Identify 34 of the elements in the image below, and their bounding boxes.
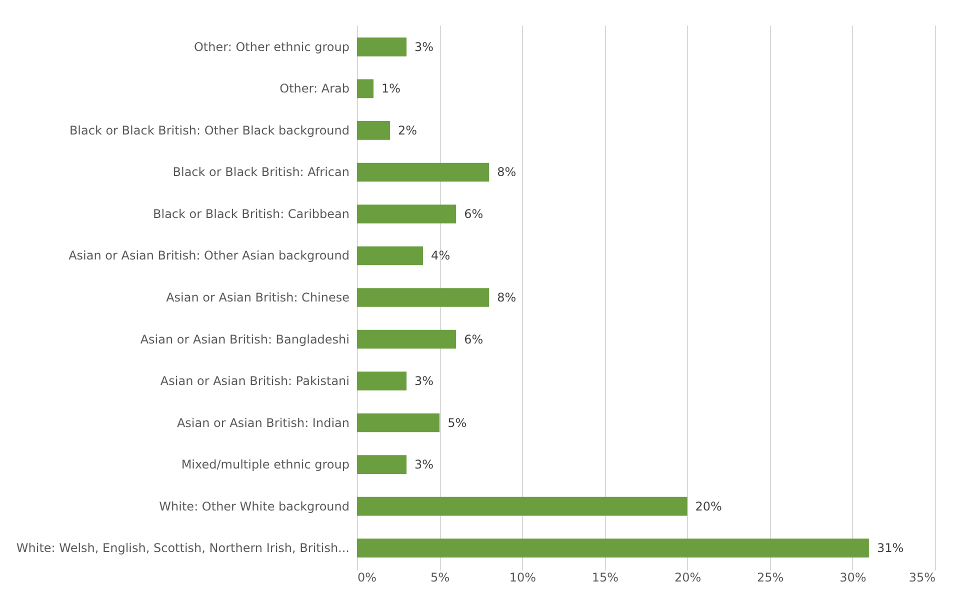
y-tick-label: Other: Arab bbox=[280, 82, 350, 96]
y-tick-label: White: Other White background bbox=[159, 499, 350, 514]
data-label: 3% bbox=[414, 458, 434, 472]
y-tick-label: Asian or Asian British: Chinese bbox=[166, 290, 350, 304]
x-tick-label: 15% bbox=[592, 570, 619, 584]
y-tick-label: White: Welsh, English, Scottish, Northern Irish, British... bbox=[16, 541, 350, 556]
y-tick-label: Mixed/multiple ethnic group bbox=[181, 458, 350, 472]
y-tick-label: Asian or Asian British: Indian bbox=[176, 416, 350, 430]
x-tick-label: 35% bbox=[908, 570, 936, 584]
x-tick-label: 10% bbox=[509, 570, 536, 584]
x-tick-label: 30% bbox=[840, 570, 866, 584]
y-tick-label: Black or Black British: African bbox=[172, 165, 350, 180]
data-label: 6% bbox=[464, 206, 484, 221]
y-tick-label: Asian or Asian British: Bangladeshi bbox=[140, 332, 350, 346]
y-tick-label: Asian or Asian British: Other Asian background bbox=[68, 248, 350, 263]
x-tick-label: 0% bbox=[358, 570, 377, 584]
y-tick-label: Black or Black British: Other Black background bbox=[69, 123, 350, 138]
data-label: 31% bbox=[876, 541, 904, 556]
data-label: 3% bbox=[414, 40, 434, 54]
x-tick-label: 5% bbox=[430, 570, 450, 584]
data-label: 1% bbox=[382, 82, 401, 96]
y-tick-label: Asian or Asian British: Pakistani bbox=[160, 374, 350, 388]
data-label: 8% bbox=[497, 165, 516, 180]
data-label: 6% bbox=[464, 332, 484, 346]
data-label: 3% bbox=[414, 374, 434, 388]
y-tick-label: Black or Black British: Caribbean bbox=[153, 206, 350, 221]
data-label: 4% bbox=[431, 248, 450, 263]
x-tick-label: 20% bbox=[674, 570, 702, 584]
y-tick-label: Other: Other ethnic group bbox=[194, 40, 350, 54]
data-label: 2% bbox=[398, 123, 418, 138]
x-tick-label: 25% bbox=[757, 570, 784, 584]
data-label: 5% bbox=[448, 416, 467, 430]
data-label: 20% bbox=[695, 499, 722, 514]
data-label: 8% bbox=[497, 290, 516, 304]
